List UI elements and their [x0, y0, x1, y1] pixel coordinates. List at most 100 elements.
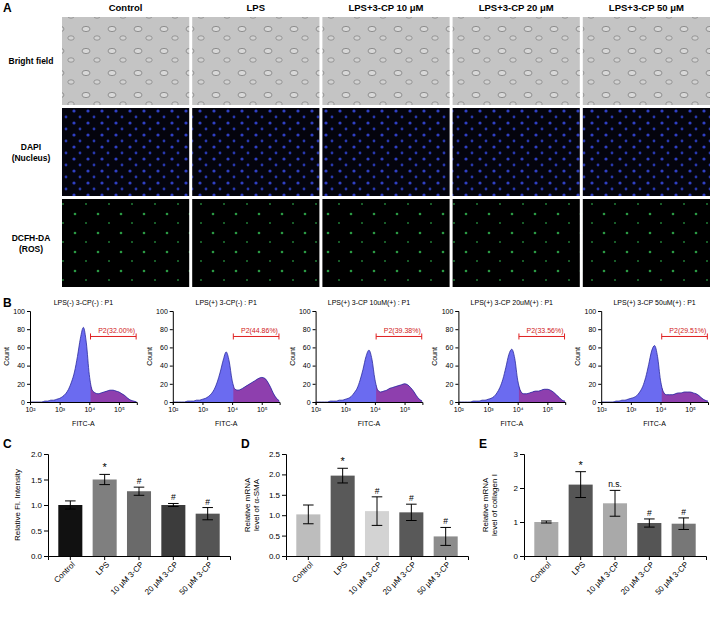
gate-end [421, 333, 422, 339]
tick-label: Control [52, 560, 77, 585]
y-axis-title-line: level of collagen I [490, 474, 499, 536]
tick-label: 10⁵ [685, 406, 696, 413]
tick-label: 10⁵ [114, 406, 125, 413]
gate-end [233, 333, 234, 339]
tick: 50 μM 3-CP [416, 556, 453, 597]
row-label: DCFH-DA [12, 233, 51, 243]
tick: 20 μM 3-CP [143, 556, 180, 597]
tick: 1.0 [269, 511, 286, 520]
tick: Control [290, 556, 315, 585]
tick-mark [27, 311, 30, 312]
tick: 60 [588, 344, 601, 351]
tick: 20 [588, 381, 601, 388]
tick: 2.5 [269, 450, 286, 459]
tick: 10⁴ [370, 402, 381, 413]
tick-label: 80 [160, 326, 168, 333]
tick: 60 [446, 344, 459, 351]
y-axis: 0123 [514, 450, 525, 561]
axis-line [287, 557, 469, 561]
tick: 60 [17, 344, 30, 351]
tick-mark [598, 384, 601, 385]
error-bar [610, 490, 621, 516]
tick: LPS [332, 556, 349, 577]
y-axis-title-line: level of α-SMA [252, 478, 261, 531]
gate-label: P2(33.56%) [527, 327, 564, 335]
tick-label: 40 [588, 362, 596, 369]
panel-letter: C [3, 437, 12, 451]
tick-label: LPS [332, 560, 349, 577]
tick: 0.0 [31, 552, 48, 561]
row-label: (ROS) [19, 244, 43, 254]
error-cap [65, 509, 76, 510]
tick-label: 10⁴ [84, 406, 95, 413]
tick-mark [377, 556, 378, 560]
tick-label: 0.0 [269, 552, 281, 561]
gate-line [519, 336, 565, 337]
tick: 20 [17, 381, 30, 388]
tick-mark [649, 556, 650, 560]
tick-label: 10³ [483, 406, 494, 413]
tick-label: 0 [449, 399, 453, 406]
tick-mark [683, 556, 684, 560]
micrograph [192, 199, 319, 287]
tick-label: 2.0 [31, 450, 43, 459]
tick-mark [170, 311, 173, 312]
error-line [377, 497, 378, 526]
tick: 10⁴ [84, 402, 95, 413]
tick: LPS [94, 556, 111, 577]
micrograph [62, 199, 189, 287]
tick-mark [27, 402, 30, 403]
tick-label: 1.0 [269, 511, 281, 520]
gated-area [233, 352, 279, 402]
significance-label: * [579, 459, 584, 471]
tick: 10⁵ [400, 402, 411, 413]
gate-end [90, 333, 91, 339]
plot-area [173, 352, 280, 402]
tick: 1.0 [31, 501, 48, 510]
tick-label: 0.5 [269, 532, 281, 541]
tick-mark [631, 402, 632, 405]
tick-label: 10³ [341, 406, 352, 413]
gated-area [519, 349, 565, 402]
tick-label: 20 [446, 381, 454, 388]
tick: 3 [514, 450, 524, 459]
tick-label: Control [290, 560, 315, 585]
histogram-outline [173, 352, 280, 402]
tick-mark [375, 402, 376, 405]
histogram-panel: P2(33.56%)10²10³10⁴10⁵020406080100LPS(+)… [431, 299, 565, 427]
plot-area [534, 472, 695, 556]
y-axis-title: Relative mRNAlevel of collagen I [481, 474, 499, 536]
row-label: (Nucleus) [12, 153, 51, 163]
error-bar [168, 503, 179, 506]
micrograph [322, 199, 449, 287]
error-bar [65, 501, 76, 509]
gate-end [707, 333, 708, 339]
y-axis: 020406080100 [585, 308, 602, 406]
error-line [615, 490, 616, 516]
error-bar [440, 527, 451, 545]
tick-label: 0 [307, 399, 311, 406]
plot-area [30, 327, 137, 402]
x-axis: ControlLPS10 μM 3-CP20 μM 3-CP50 μM 3-CP [49, 556, 231, 597]
axis-line [455, 312, 459, 403]
tick-mark [520, 522, 524, 523]
significance-label: # [137, 476, 142, 486]
figure: AControlLPSLPS+3-CP 10 μMLPS+3-CP 20 μML… [0, 0, 714, 622]
tick-label: 1.5 [31, 476, 43, 485]
tick-mark [89, 402, 90, 405]
tick-mark [207, 556, 208, 560]
error-cap [65, 500, 76, 501]
error-line [207, 508, 208, 520]
gate-line [662, 336, 708, 337]
tick-mark [455, 366, 458, 367]
y-axis-title-line: Relative mRNA [243, 477, 252, 532]
tick-label: 20 [588, 381, 596, 388]
significance-label: # [375, 486, 380, 496]
tick-mark [455, 347, 458, 348]
micrograph [62, 17, 189, 105]
tick-label: 50 μM 3-CP [178, 560, 215, 597]
tick-label: 0.5 [31, 527, 43, 536]
column-header: Control [109, 2, 143, 13]
tick: LPS [570, 556, 587, 577]
error-cap [610, 516, 621, 517]
